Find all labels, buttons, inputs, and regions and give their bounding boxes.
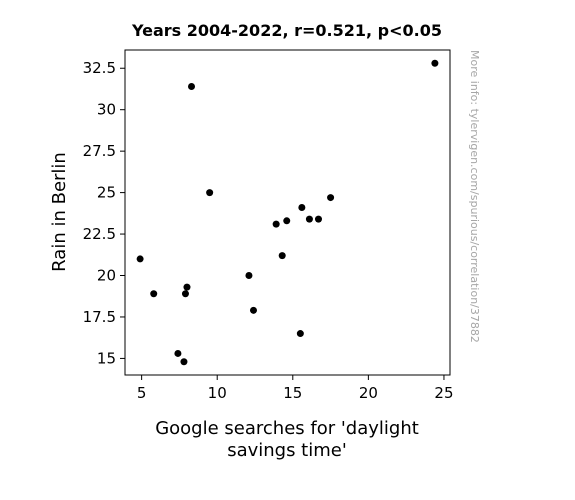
x-tick-label: 15 (283, 384, 302, 402)
scatter-point (283, 217, 291, 225)
scatter-point (188, 82, 196, 90)
y-tick-label: 15 (97, 349, 116, 367)
y-tick-label: 30 (97, 101, 116, 119)
scatter-point (206, 189, 214, 197)
scatter-point (150, 290, 158, 298)
x-tick-label: 10 (208, 384, 227, 402)
x-tick-label: 25 (434, 384, 453, 402)
scatter-point (296, 330, 304, 338)
scatter-point (181, 290, 189, 298)
scatter-point (183, 283, 191, 291)
watermark-text: More info: tylervigen.com/spurious/corre… (468, 50, 481, 343)
y-axis-label: Rain in Berlin (49, 152, 70, 272)
x-axis-label-line-2: savings time' (227, 440, 347, 461)
scatter-point (272, 220, 280, 228)
y-tick-label: 32.5 (83, 59, 116, 77)
scatter-point (327, 194, 335, 202)
x-tick-label: 20 (359, 384, 378, 402)
y-axis-ticks: 15 17.5 20 22.5 25 27.5 30 32.5 (83, 59, 125, 367)
scatter-point (298, 204, 306, 212)
x-axis-ticks: 5 10 15 20 25 (137, 375, 454, 402)
scatter-point (314, 215, 322, 223)
y-tick-label: 20 (97, 267, 116, 285)
scatter-point (136, 255, 144, 263)
scatter-point (249, 306, 257, 314)
scatter-point (278, 252, 286, 260)
scatter-point (305, 215, 313, 223)
chart-title: Years 2004-2022, r=0.521, p<0.05 (131, 21, 442, 40)
scatter-point (245, 272, 253, 280)
scatter-point (180, 358, 188, 366)
y-tick-label: 27.5 (83, 142, 116, 160)
x-axis-label-line-1: Google searches for 'daylight (155, 418, 419, 439)
x-tick-label: 5 (137, 384, 147, 402)
plot-area-frame (124, 49, 451, 376)
data-points (136, 59, 439, 366)
scatter-point (174, 349, 182, 357)
y-tick-label: 22.5 (83, 225, 116, 243)
y-tick-label: 25 (97, 184, 116, 202)
scatter-point (431, 59, 439, 67)
y-tick-label: 17.5 (83, 308, 116, 326)
